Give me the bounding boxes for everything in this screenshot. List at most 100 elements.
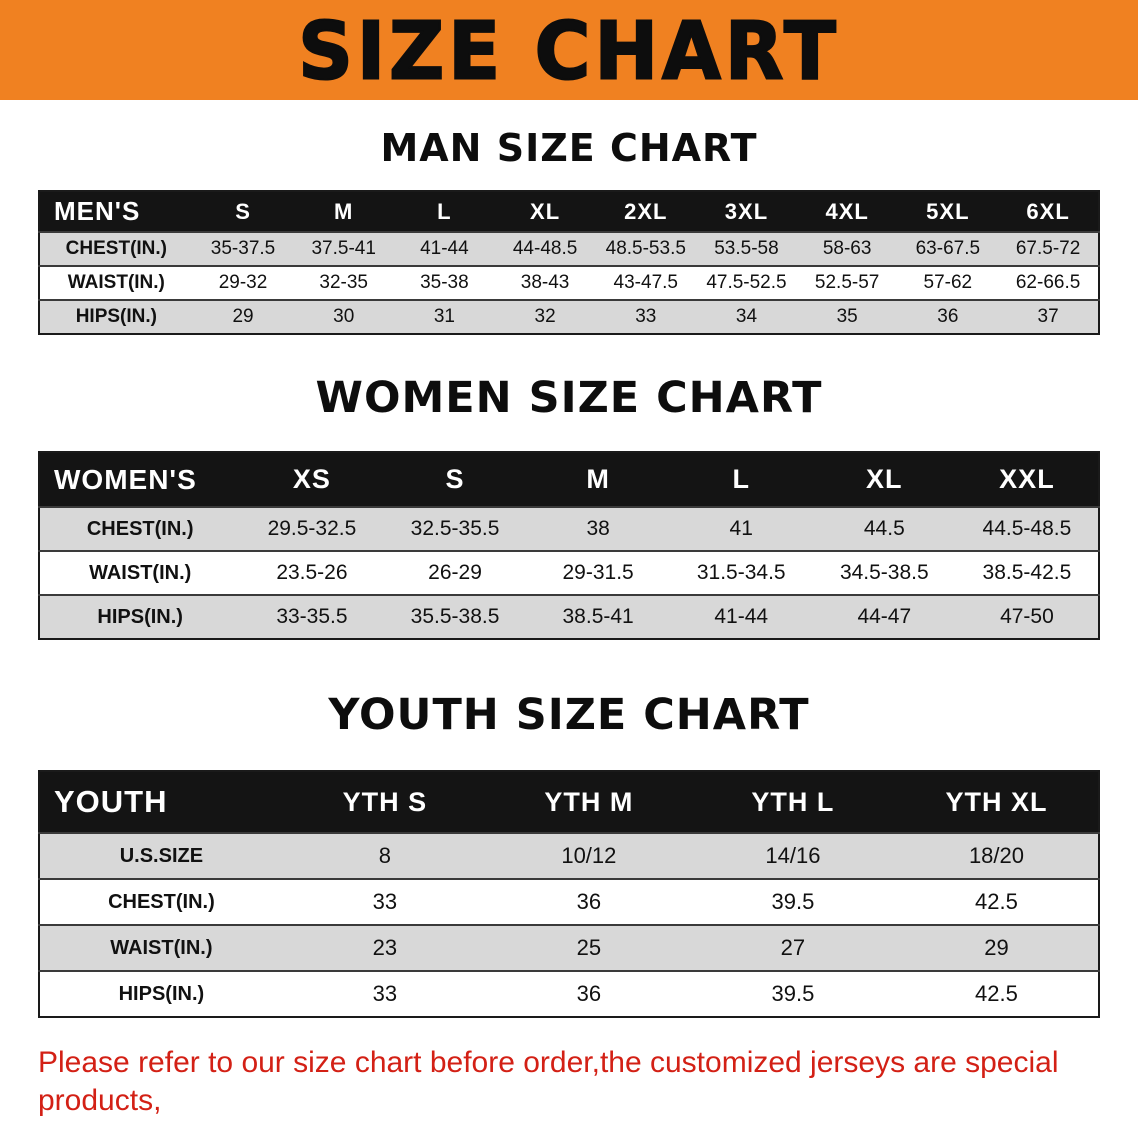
men-table-body: CHEST(IN.) 35-37.5 37.5-41 41-44 44-48.5 48.5…	[39, 231, 1099, 334]
table-row: CHEST(IN.) 29.5-32.5 32.5-35.5 38 41 44.5 44.5…	[39, 506, 1099, 551]
table-header-row: YOUTH YTH S YTH M YTH L YTH XL	[39, 771, 1099, 833]
youth-section-heading: YOUTH SIZE CHART	[328, 690, 810, 740]
value-cell: 33	[282, 878, 487, 925]
table-row: HIPS(IN.) 33-35.5 35.5-38.5 38.5-41 41-44 44-…	[39, 594, 1099, 639]
value-cell: 42.5	[894, 970, 1099, 1017]
women-table-head: WOMEN'S XS S M L XL XXL	[39, 452, 1099, 507]
table-row: WAIST(IN.) 23.5-26 26-29 29-31.5 31.5-34.5 34…	[39, 550, 1099, 595]
value-cell: 8	[282, 832, 487, 879]
row-label-cell: HIPS(IN.)	[39, 970, 283, 1017]
value-cell: 26-29	[383, 550, 527, 595]
value-cell: 35-38	[394, 265, 495, 300]
value-cell: 63-67.5	[897, 231, 999, 266]
women-section-heading: WOMEN SIZE CHART	[315, 373, 823, 423]
table-header-row: WOMEN'S XS S M L XL XXL	[39, 452, 1099, 507]
value-cell: 32	[494, 299, 596, 334]
row-label-cell: U.S.SIZE	[39, 832, 283, 879]
value-cell: 41	[669, 506, 813, 551]
value-cell: 33	[595, 299, 697, 334]
value-cell: 39.5	[690, 878, 895, 925]
table-title-cell: WOMEN'S	[39, 452, 241, 507]
value-cell: 37.5-41	[293, 231, 395, 266]
size-header-cell: YTH S	[282, 771, 487, 833]
row-label-cell: WAIST(IN.)	[39, 550, 241, 595]
size-header-cell: YTH XL	[894, 771, 1099, 833]
youth-table-body: U.S.SIZE 8 10/12 14/16 18/20 CHEST(IN.) 33 36 39…	[39, 832, 1099, 1017]
size-header-cell: M	[526, 452, 670, 507]
women-size-section: WOMEN SIZE CHART WOMEN'S XS S M L XL XXL CHEST…	[0, 373, 1138, 640]
value-cell: 36	[897, 299, 999, 334]
row-label-cell: CHEST(IN.)	[39, 878, 283, 925]
value-cell: 27	[690, 924, 895, 971]
men-size-section: MAN SIZE CHART MEN'S S M L XL 2XL 3XL 4XL 5XL 6XL…	[0, 126, 1138, 335]
table-header-row: MEN'S S M L XL 2XL 3XL 4XL 5XL 6XL	[39, 191, 1099, 232]
size-header-cell: L	[669, 452, 813, 507]
table-title-cell: YOUTH	[39, 771, 283, 833]
row-label-cell: WAIST(IN.)	[39, 265, 193, 300]
table-row: WAIST(IN.) 29-32 32-35 35-38 38-43 43-47.5 47.…	[39, 265, 1099, 300]
size-header-cell: XL	[494, 191, 596, 232]
value-cell: 33-35.5	[240, 594, 384, 639]
value-cell: 41-44	[669, 594, 813, 639]
size-header-cell: 4XL	[796, 191, 898, 232]
value-cell: 32.5-35.5	[383, 506, 527, 551]
value-cell: 29.5-32.5	[240, 506, 384, 551]
value-cell: 10/12	[486, 832, 691, 879]
row-label-cell: CHEST(IN.)	[39, 506, 241, 551]
value-cell: 29-31.5	[526, 550, 670, 595]
size-header-cell: 5XL	[897, 191, 999, 232]
size-header-cell: YTH L	[690, 771, 895, 833]
row-label-cell: HIPS(IN.)	[39, 299, 193, 334]
value-cell: 67.5-72	[998, 231, 1099, 266]
value-cell: 31	[394, 299, 495, 334]
value-cell: 23	[282, 924, 487, 971]
women-size-table: WOMEN'S XS S M L XL XXL CHEST(IN.) 29.5-32.5 32.…	[38, 451, 1100, 640]
value-cell: 29-32	[192, 265, 294, 300]
title-banner: SIZE CHART	[0, 0, 1138, 100]
value-cell: 32-35	[293, 265, 395, 300]
row-label-cell: HIPS(IN.)	[39, 594, 241, 639]
table-row: U.S.SIZE 8 10/12 14/16 18/20	[39, 832, 1099, 879]
size-header-cell: XXL	[955, 452, 1099, 507]
value-cell: 39.5	[690, 970, 895, 1017]
table-row: HIPS(IN.) 33 36 39.5 42.5	[39, 970, 1099, 1017]
value-cell: 35.5-38.5	[383, 594, 527, 639]
size-header-cell: YTH M	[486, 771, 691, 833]
value-cell: 44.5-48.5	[955, 506, 1099, 551]
size-header-cell: M	[293, 191, 395, 232]
row-label-cell: WAIST(IN.)	[39, 924, 283, 971]
value-cell: 42.5	[894, 878, 1099, 925]
value-cell: 36	[486, 970, 691, 1017]
table-row: CHEST(IN.) 35-37.5 37.5-41 41-44 44-48.5 48.5…	[39, 231, 1099, 266]
value-cell: 29	[192, 299, 294, 334]
value-cell: 48.5-53.5	[595, 231, 697, 266]
value-cell: 58-63	[796, 231, 898, 266]
value-cell: 57-62	[897, 265, 999, 300]
value-cell: 18/20	[894, 832, 1099, 879]
disclaimer-line-2: we don't accept cancel, change, teturn o…	[38, 1128, 1138, 1132]
value-cell: 37	[998, 299, 1099, 334]
value-cell: 35	[796, 299, 898, 334]
value-cell: 38.5-41	[526, 594, 670, 639]
value-cell: 44-47	[812, 594, 956, 639]
men-size-table: MEN'S S M L XL 2XL 3XL 4XL 5XL 6XL CHEST(IN.) 35-3…	[38, 190, 1100, 335]
youth-table-head: YOUTH YTH S YTH M YTH L YTH XL	[39, 771, 1099, 833]
disclaimer: Please refer to our size chart before or…	[38, 1044, 1138, 1132]
value-cell: 53.5-58	[696, 231, 797, 266]
value-cell: 52.5-57	[796, 265, 898, 300]
value-cell: 33	[282, 970, 487, 1017]
youth-size-section: YOUTH SIZE CHART YOUTH YTH S YTH M YTH L YTH…	[0, 690, 1138, 1018]
size-header-cell: 3XL	[696, 191, 797, 232]
value-cell: 38-43	[494, 265, 596, 300]
size-header-cell: 6XL	[998, 191, 1099, 232]
value-cell: 44.5	[812, 506, 956, 551]
table-row: CHEST(IN.) 33 36 39.5 42.5	[39, 878, 1099, 925]
value-cell: 41-44	[394, 231, 495, 266]
value-cell: 38	[526, 506, 670, 551]
men-table-head: MEN'S S M L XL 2XL 3XL 4XL 5XL 6XL	[39, 191, 1099, 232]
value-cell: 34	[696, 299, 797, 334]
value-cell: 14/16	[690, 832, 895, 879]
value-cell: 34.5-38.5	[812, 550, 956, 595]
table-title-cell: MEN'S	[39, 191, 193, 232]
size-header-cell: S	[192, 191, 294, 232]
